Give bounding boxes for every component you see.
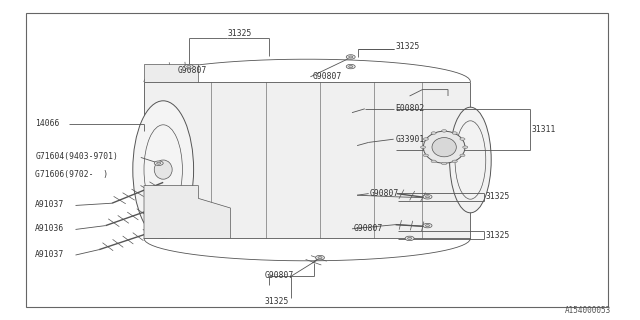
Text: 31325: 31325 [485, 231, 509, 240]
Text: G90807: G90807 [264, 271, 294, 280]
Polygon shape [144, 64, 198, 82]
Circle shape [426, 196, 429, 198]
Text: A91037: A91037 [35, 200, 65, 209]
Text: G90807: G90807 [370, 189, 399, 198]
Text: G90807: G90807 [178, 66, 207, 75]
Text: 31325: 31325 [264, 297, 289, 306]
Text: A91037: A91037 [35, 250, 65, 259]
Circle shape [463, 146, 468, 148]
Text: G71604(9403-9701): G71604(9403-9701) [35, 152, 118, 161]
Circle shape [157, 162, 161, 164]
Ellipse shape [133, 101, 194, 238]
Circle shape [346, 55, 355, 59]
Bar [144, 82, 470, 238]
Text: 31311: 31311 [531, 125, 556, 134]
Circle shape [423, 223, 432, 228]
Text: 31325: 31325 [396, 42, 420, 51]
Text: A91036: A91036 [35, 224, 65, 233]
Circle shape [423, 154, 428, 157]
Circle shape [426, 225, 429, 227]
Circle shape [442, 130, 447, 132]
Ellipse shape [449, 107, 492, 213]
Text: G71606(9702-  ): G71606(9702- ) [35, 170, 108, 179]
Circle shape [187, 66, 191, 68]
Text: G33901: G33901 [396, 135, 425, 144]
Circle shape [408, 237, 412, 239]
Text: E00802: E00802 [396, 104, 425, 113]
Polygon shape [144, 186, 230, 238]
Circle shape [318, 257, 322, 259]
Circle shape [460, 138, 465, 140]
Ellipse shape [424, 131, 465, 163]
Circle shape [349, 66, 353, 68]
Circle shape [349, 56, 353, 58]
Circle shape [460, 154, 465, 157]
Circle shape [442, 162, 447, 165]
Circle shape [452, 160, 457, 163]
Text: 31325: 31325 [227, 29, 252, 38]
Text: 31325: 31325 [485, 192, 509, 201]
Circle shape [154, 161, 163, 165]
Circle shape [405, 236, 414, 241]
Text: 14066: 14066 [35, 119, 60, 128]
Ellipse shape [154, 160, 172, 179]
Circle shape [346, 64, 355, 69]
Circle shape [184, 64, 193, 69]
Text: A154000053: A154000053 [565, 306, 611, 315]
Circle shape [431, 132, 436, 134]
Circle shape [420, 146, 426, 148]
Circle shape [423, 195, 432, 199]
Text: G90807: G90807 [354, 224, 383, 233]
Circle shape [316, 255, 324, 260]
Circle shape [431, 160, 436, 163]
Circle shape [423, 138, 428, 140]
Circle shape [452, 132, 457, 134]
Ellipse shape [432, 138, 456, 157]
Text: G90807: G90807 [312, 72, 342, 81]
